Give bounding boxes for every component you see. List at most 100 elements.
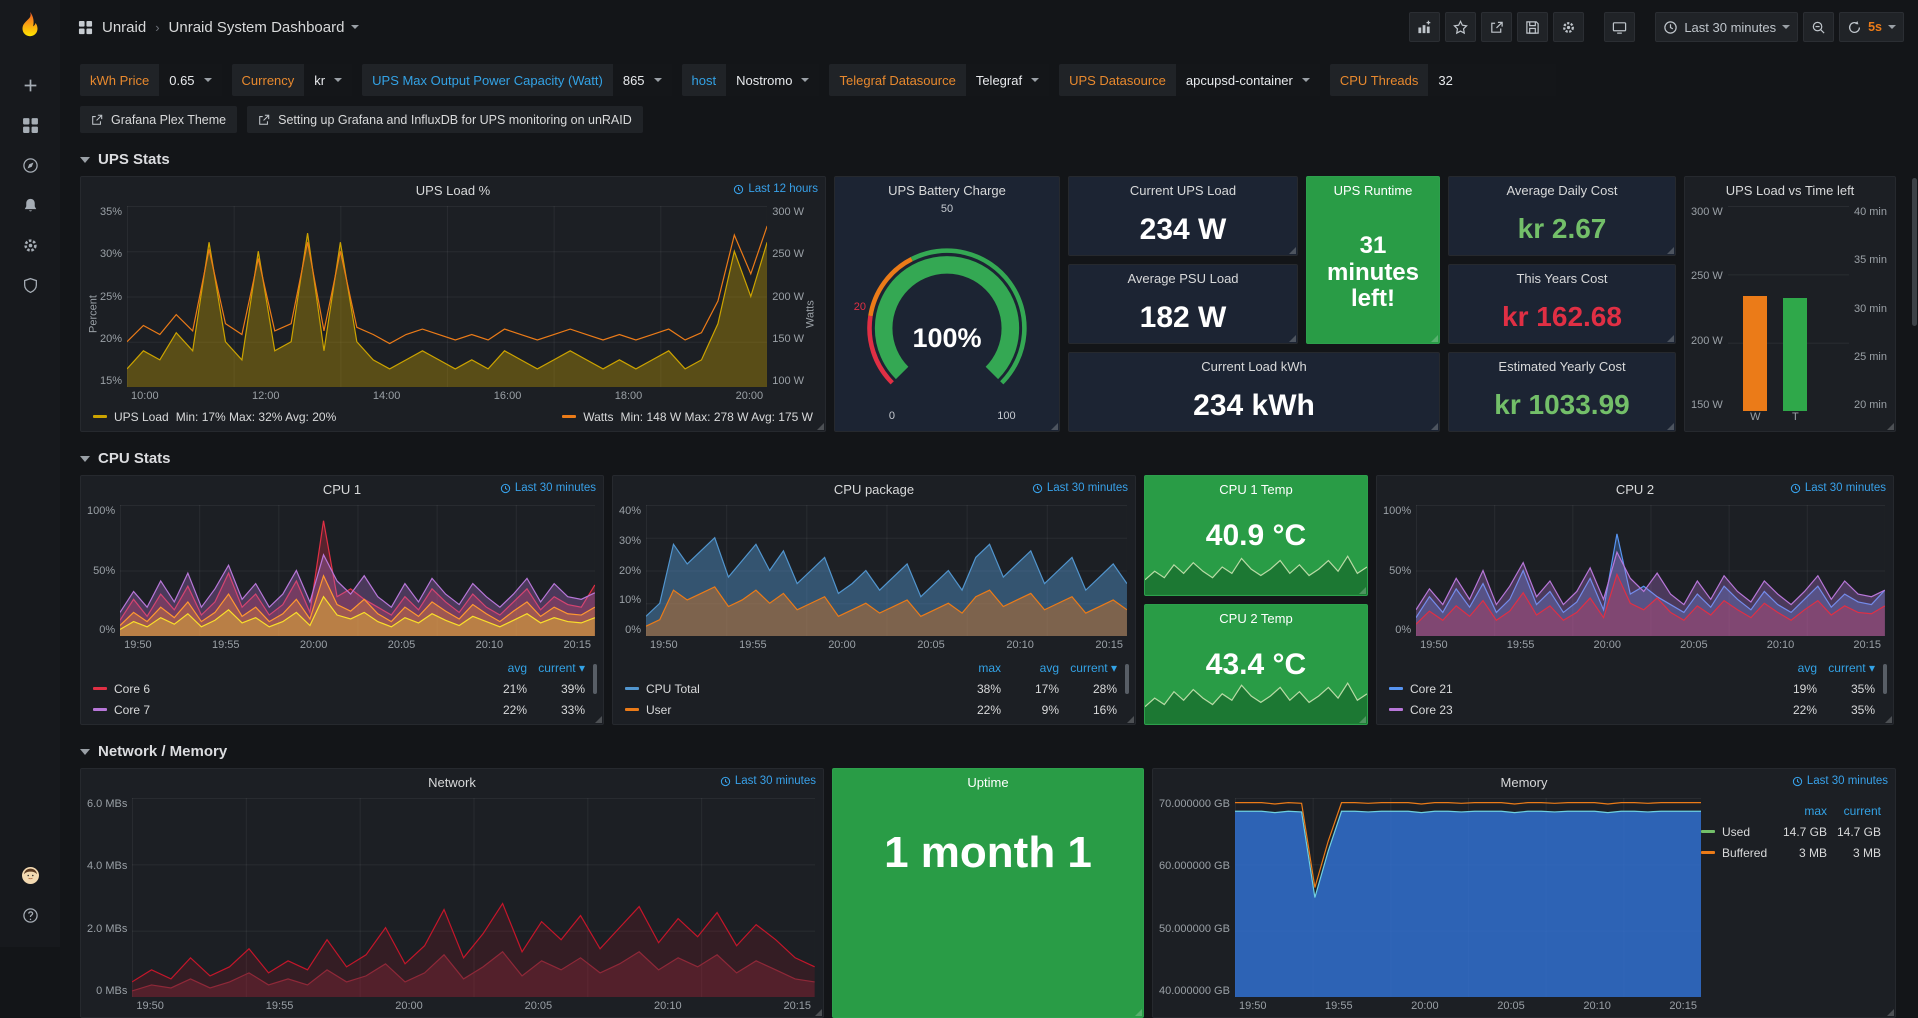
dashboard-settings-button[interactable] — [1553, 12, 1585, 42]
series-color-dash — [562, 415, 577, 418]
variable-value-dropdown[interactable]: kr — [304, 64, 353, 96]
section-network-memory[interactable]: Network / Memory — [60, 743, 1918, 760]
create-plus-icon[interactable] — [10, 65, 50, 105]
panel-header[interactable]: Average PSU Load — [1069, 265, 1297, 291]
legend-column-header[interactable]: current ▾ — [1070, 660, 1117, 675]
alerting-bell-icon[interactable] — [10, 185, 50, 225]
legend-row[interactable]: User 22% 9% 16% — [625, 699, 1117, 720]
panel-header[interactable]: Current Load kWh — [1069, 353, 1439, 379]
configuration-gear-icon[interactable] — [10, 225, 50, 265]
memory-chart[interactable] — [1234, 798, 1701, 997]
variable-value-dropdown[interactable]: Nostromo — [726, 64, 820, 96]
panel-header[interactable]: UPS Load vs Time left — [1685, 177, 1895, 203]
time-range-picker[interactable]: Last 30 minutes — [1655, 12, 1799, 42]
refresh-button[interactable]: 5s — [1839, 12, 1904, 42]
panel-header[interactable]: CPU package Last 30 minutes — [613, 476, 1135, 502]
axis-tick: 40% — [619, 505, 642, 517]
legend-value: 35% — [1850, 681, 1875, 696]
explore-compass-icon[interactable] — [10, 145, 50, 185]
zoom-out-button[interactable] — [1803, 12, 1835, 42]
panel-header[interactable]: Average Daily Cost — [1449, 177, 1675, 203]
section-title: Network / Memory — [98, 743, 228, 760]
legend-row[interactable]: Used 14.7 GB 14.7 GB — [1701, 821, 1881, 842]
panel-header[interactable]: UPS Load % Last 12 hours — [81, 177, 825, 203]
panel-ups-load-vs-time-left: UPS Load vs Time left 300 W 250 W 200 W 150… — [1684, 176, 1896, 432]
legend-column-header[interactable]: current ▾ — [1828, 660, 1875, 675]
legend-row[interactable]: Buffered 3 MB 3 MB — [1701, 842, 1881, 863]
page-scrollbar-thumb[interactable] — [1912, 178, 1917, 326]
legend-scrollbar[interactable] — [1883, 664, 1887, 694]
panel-header[interactable]: UPS Battery Charge — [835, 177, 1059, 203]
legend-column-header[interactable]: current — [1843, 803, 1881, 818]
legend-item-ups-load[interactable]: UPS Load Min: 17% Max: 32% Avg: 20% — [93, 410, 336, 424]
legend-row[interactable]: Core 23 22% 35% — [1389, 699, 1875, 720]
section-ups-stats[interactable]: UPS Stats — [60, 151, 1918, 168]
variable-value-dropdown[interactable]: 865 — [612, 64, 672, 96]
clock-icon — [1032, 483, 1042, 493]
legend-row[interactable]: Core 21 19% 35% — [1389, 678, 1875, 699]
user-avatar[interactable] — [10, 855, 50, 895]
legend-row[interactable]: CPU Total 38% 17% 28% — [625, 678, 1117, 699]
add-panel-button[interactable] — [1409, 12, 1441, 42]
legend-column-header[interactable]: avg — [507, 660, 527, 675]
bar-T[interactable] — [1783, 298, 1808, 411]
section-title: UPS Stats — [98, 151, 170, 168]
section-cpu-stats[interactable]: CPU Stats — [60, 450, 1918, 467]
series-name: Watts — [583, 409, 614, 424]
axis-tick: 35% — [100, 206, 123, 218]
panel-header[interactable]: Current UPS Load — [1069, 177, 1297, 203]
legend-text: User — [625, 703, 943, 717]
panel-header[interactable]: UPS Runtime — [1307, 177, 1439, 203]
legend-row[interactable]: Core 7 22% 33% — [93, 699, 585, 720]
panel-header[interactable]: Memory Last 30 minutes — [1153, 769, 1895, 795]
breadcrumb-folder[interactable]: Unraid — [102, 18, 147, 36]
cpu2-chart[interactable] — [1416, 505, 1885, 636]
server-admin-shield-icon[interactable] — [10, 265, 50, 305]
series-color-dash — [625, 708, 639, 711]
dashboards-icon[interactable] — [10, 105, 50, 145]
legend-item-watts[interactable]: Watts Min: 148 W Max: 278 W Avg: 175 W — [562, 410, 813, 424]
legend-column-header[interactable]: max — [1804, 803, 1827, 818]
cpu-package-chart[interactable] — [646, 505, 1127, 636]
panel-header[interactable]: Network Last 30 minutes — [81, 769, 823, 795]
variable-value-dropdown[interactable]: apcupsd-container — [1175, 64, 1320, 96]
clock-icon — [1792, 776, 1802, 786]
y-axis-label-left: Percent — [87, 295, 100, 334]
legend-scrollbar[interactable] — [593, 664, 597, 694]
legend-column-header[interactable]: avg — [1039, 660, 1059, 675]
axis-tick: 6.0 MBs — [87, 798, 128, 810]
save-button[interactable] — [1517, 12, 1549, 42]
legend-scrollbar[interactable] — [1125, 664, 1129, 694]
variable-value-dropdown[interactable]: 0.65 — [159, 64, 222, 96]
legend-row[interactable]: Core 6 21% 39% — [93, 678, 585, 699]
grafana-logo-icon[interactable] — [15, 10, 45, 43]
help-icon[interactable] — [10, 895, 50, 935]
link-ups-monitoring-guide[interactable]: Setting up Grafana and InfluxDB for UPS … — [247, 106, 643, 133]
panel-header[interactable]: CPU 2 Last 30 minutes — [1377, 476, 1893, 502]
variable-value-dropdown[interactable]: Telegraf — [965, 64, 1050, 96]
panel-header[interactable]: Estimated Yearly Cost — [1449, 353, 1675, 379]
panel-header[interactable]: Uptime — [833, 769, 1143, 795]
breadcrumb-dashboard-title[interactable]: Unraid System Dashboard — [169, 19, 360, 36]
kiosk-mode-button[interactable] — [1604, 12, 1636, 42]
variable-value-input[interactable]: 32 — [1428, 64, 1557, 96]
time-override: Last 30 minutes — [720, 775, 816, 787]
dashboard-grid-icon[interactable] — [78, 20, 93, 35]
legend-column-header[interactable]: avg — [1797, 660, 1817, 675]
panel-header[interactable]: This Years Cost — [1449, 265, 1675, 291]
star-button[interactable] — [1445, 12, 1477, 42]
legend-column-header[interactable]: max — [978, 660, 1001, 675]
panel-header[interactable]: CPU 1 Last 30 minutes — [81, 476, 603, 502]
link-grafana-plex-theme[interactable]: Grafana Plex Theme — [80, 106, 238, 133]
share-button[interactable] — [1481, 12, 1513, 42]
legend-column-header[interactable]: current ▾ — [538, 660, 585, 675]
axis-tick: 20% — [100, 332, 123, 345]
panel-header[interactable]: CPU 2 Temp — [1145, 605, 1367, 631]
bar-W[interactable] — [1743, 296, 1768, 411]
ups-load-chart[interactable] — [127, 206, 768, 387]
series-color-dash — [1701, 851, 1715, 854]
network-chart[interactable] — [132, 798, 815, 997]
panel-header[interactable]: CPU 1 Temp — [1145, 476, 1367, 502]
cpu1-chart[interactable] — [120, 505, 595, 636]
